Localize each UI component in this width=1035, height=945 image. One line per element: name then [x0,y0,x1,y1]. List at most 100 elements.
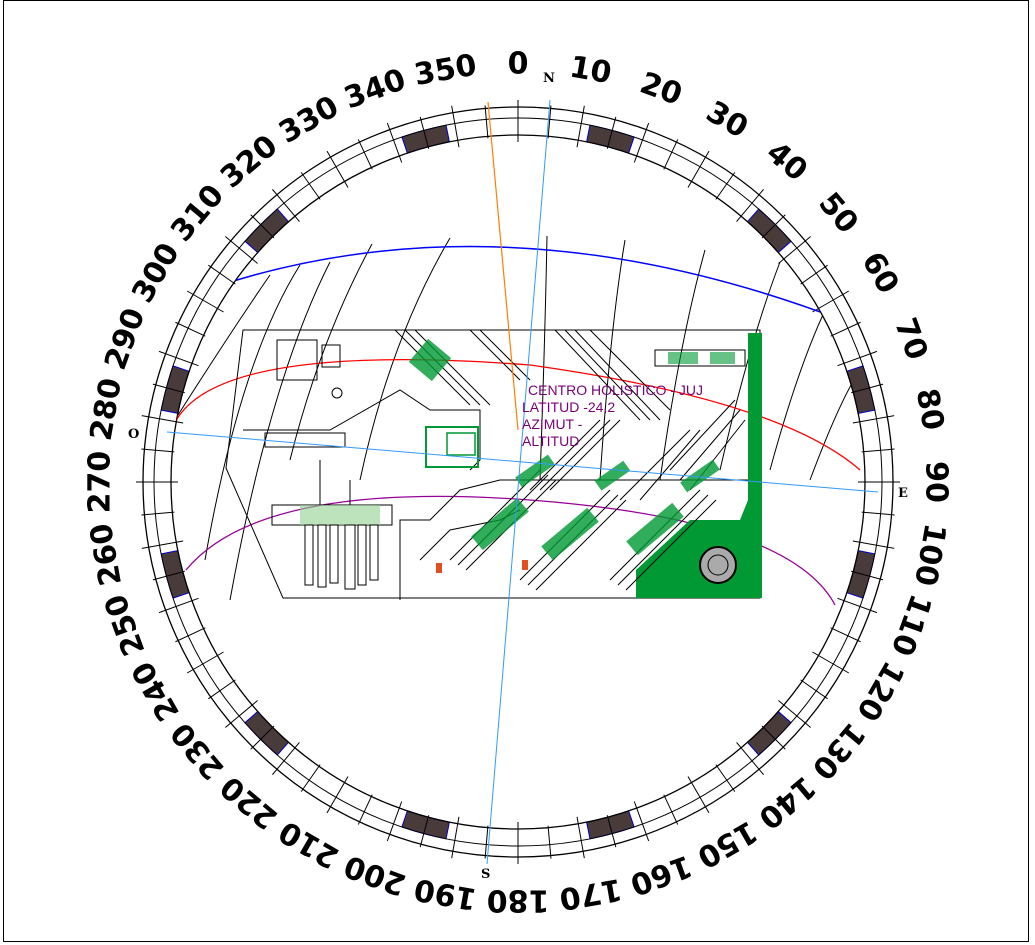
degree-label: 80 [909,386,951,433]
east-marker: E [898,486,908,501]
compass-tick [419,116,430,149]
info-line-3: AZIMUT - [522,416,583,432]
degree-label: 0 [508,47,529,82]
orientation-line [487,101,519,431]
info-line-2: LATITUD -24,2 [522,399,615,415]
compass-tick [141,511,175,516]
west-marker: O [128,427,139,442]
compass-tick [663,794,679,825]
compass-tick [861,511,895,516]
info-line-1: CENTRO HOLISTICO - JUJ [528,382,703,398]
degree-label: 270 [83,451,118,514]
degree-label: 280 [84,376,129,444]
diagram-frame [3,0,1029,942]
north-south-axis [486,99,551,865]
south-marker: S [481,867,490,882]
compass-tick [606,815,617,848]
compass-tick [633,122,650,163]
compass-tick [419,815,430,848]
compass-tick [272,189,300,222]
degree-label: 300 [125,237,187,309]
compass-tick [715,172,736,200]
degree-label: 170 [557,871,625,916]
degree-label: 340 [340,62,411,116]
degree-label: 10 [567,49,614,91]
compass-tick [547,105,552,139]
compass-tick [830,627,861,643]
compass-tick [812,651,850,674]
compass-tick [186,651,224,674]
compass-tick [736,189,764,222]
plan-info-block: CENTRO HOLISTICO - JUJ LATITUD -24,2 AZI… [522,382,703,449]
degree-label: 240 [125,655,187,727]
degree-label: 180 [487,883,550,918]
compass-tick [852,415,895,424]
degree-label: 140 [751,769,821,836]
compass-tick [386,801,403,842]
compass-tick [547,825,552,859]
degree-label: 130 [805,715,872,785]
degree-label: 190 [412,871,480,916]
compass-tick [837,350,878,367]
degree-label: 20 [635,66,686,113]
compass-tick [451,816,460,859]
compass-tick [225,236,258,264]
degree-label: 90 [919,461,954,503]
degree-label: 230 [164,715,231,785]
north-marker: N [543,71,555,86]
compass-tick [606,116,617,149]
degree-label: 260 [84,521,129,589]
building-floor-plan [225,329,762,600]
compass-tick [778,236,811,264]
compass-tick [357,794,373,825]
compass-tick [761,214,786,239]
degree-label: 330 [273,89,345,151]
degree-label: 200 [340,848,411,902]
degree-label: 150 [691,813,763,875]
sun-path-summer [204,245,843,321]
sun-path-winter [185,495,836,606]
compass-tick [576,105,585,148]
compass-tick [830,321,861,337]
compass-tick [326,776,349,814]
compass-tick [250,214,275,239]
info-line-4: ALTITUD [522,433,579,449]
compass-tick [225,700,258,728]
compass-tick [633,801,650,842]
degree-label: 290 [98,304,152,375]
compass-tick [687,776,710,814]
compass-tick [141,415,184,424]
degree-label: 210 [273,813,345,875]
degree-label: 120 [849,655,911,727]
degree-label: 110 [884,590,938,661]
compass-tick [484,105,489,139]
degree-label: 100 [907,521,952,589]
compass-tick [326,150,349,188]
degree-label: 160 [626,848,697,902]
compass-tick [687,150,710,188]
degree-label: 60 [854,246,905,300]
degree-label: 310 [164,178,231,248]
degree-label: 220 [214,769,284,836]
compass-tick [208,264,236,285]
compass-tick [300,172,321,200]
compass-tick [208,679,236,700]
compass-tick [186,290,224,313]
compass-tick [175,627,206,643]
compass-tick [386,122,403,163]
degree-label: 40 [759,135,813,189]
compass-tick [141,540,184,549]
compass-tick [576,816,585,859]
compass-tick [837,597,878,614]
compass-ticks [136,100,900,864]
compass-tick [158,350,199,367]
degree-label: 70 [887,313,934,364]
degree-label: 30 [700,94,754,145]
compass-tick [300,764,321,792]
compass-tick [250,725,275,750]
degree-label: 350 [412,48,480,93]
compass-tick [663,139,679,170]
compass-tick [152,570,185,581]
compass-tick [357,139,373,170]
